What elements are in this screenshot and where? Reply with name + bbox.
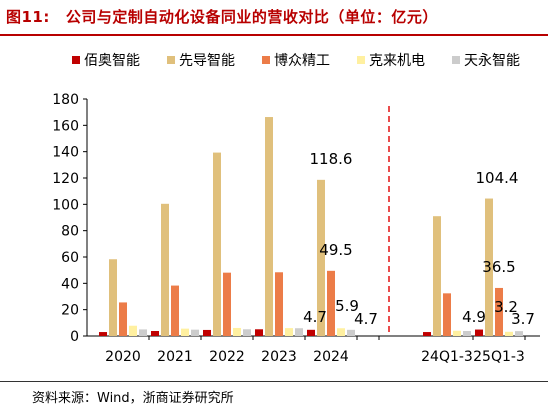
data-label-25q1-3-5: 3.7 — [511, 310, 535, 328]
data-label-25q1-3-4: 3.2 — [494, 298, 518, 316]
x-tick-label-2023: 2023 — [261, 349, 297, 365]
bar-2022-1 — [203, 329, 211, 336]
legend-label-3: 博众精工 — [274, 52, 330, 69]
figure-number: 图11: — [6, 7, 50, 26]
y-tick-label-100: 100 — [52, 197, 79, 213]
figure-title-row: 图11: 公司与定制自动化设备同业的营收对比（单位：亿元） — [0, 0, 548, 32]
bar-2022-5 — [243, 329, 251, 336]
bar-2022-2 — [213, 152, 221, 336]
bar-2021-2 — [161, 203, 169, 336]
bar-2022-4 — [233, 327, 241, 336]
bar-2024-1 — [307, 329, 315, 336]
bar-2020-1 — [99, 332, 107, 336]
legend-swatch-3 — [262, 56, 270, 64]
y-tick-label-0: 0 — [70, 329, 79, 345]
data-label-25q1-3-2: 104.4 — [476, 169, 519, 187]
y-tick-label-20: 20 — [61, 303, 79, 319]
bar-24q1-3-4 — [453, 330, 461, 336]
bar-chart: 佰奥智能 先导智能 博众精工 克来机电 天永智能 0 20 40 60 80 100 120 140 16… — [52, 52, 540, 365]
bar-2021-3 — [171, 285, 179, 336]
x-tick-label-2021: 2021 — [157, 349, 193, 365]
y-tick-label-80: 80 — [61, 224, 79, 240]
title-rule — [0, 34, 548, 36]
bar-2020-3 — [119, 302, 127, 336]
legend-swatch-2 — [167, 56, 175, 64]
y-tick-label-60: 60 — [61, 250, 79, 266]
data-label-25q1-3-1: 4.9 — [462, 308, 486, 326]
legend-label-2: 先导智能 — [179, 53, 235, 69]
x-tick-label-2022: 2022 — [209, 349, 245, 365]
data-label-2024-5: 4.7 — [354, 310, 378, 328]
bar-2021-1 — [151, 330, 159, 336]
data-label-25q1-3-3: 36.5 — [482, 258, 515, 276]
y-tick-label-140: 140 — [52, 145, 79, 161]
bar-2023-3 — [275, 272, 283, 336]
legend-swatch-1 — [72, 56, 80, 64]
x-tick-label-2020: 2020 — [105, 349, 141, 365]
data-label-2024-1: 4.7 — [303, 308, 327, 326]
legend-label-4: 克来机电 — [369, 53, 425, 69]
legend-label-5: 天永智能 — [464, 53, 520, 69]
bar-2023-1 — [255, 329, 263, 336]
bar-24q1-3-1 — [423, 332, 431, 336]
bar-2020-2 — [109, 259, 117, 336]
y-tick-label-120: 120 — [52, 171, 79, 187]
source-rule — [0, 381, 548, 382]
legend-swatch-4 — [357, 56, 365, 64]
bar-25q1-3-3 — [495, 287, 503, 336]
bar-25q1-3-4 — [505, 331, 513, 336]
bar-24q1-3-3 — [443, 293, 451, 336]
bar-24q1-3-5 — [463, 330, 471, 336]
y-tick-label-160: 160 — [52, 118, 79, 134]
data-label-2024-2: 118.6 — [310, 150, 353, 168]
bar-2024-3 — [327, 270, 335, 336]
bar-2023-5 — [295, 328, 303, 336]
bar-2023-2 — [265, 117, 273, 336]
bar-2024-2 — [317, 179, 325, 336]
bar-24q1-3-2 — [433, 216, 441, 336]
bar-2020-5 — [139, 329, 147, 336]
bar-2021-4 — [181, 328, 189, 336]
source-note: 资料来源：Wind，浙商证券研究所 — [32, 391, 234, 406]
data-label-2024-3: 49.5 — [319, 241, 352, 259]
legend-swatch-5 — [452, 56, 460, 64]
bar-2020-4 — [129, 325, 137, 336]
bar-2024-4 — [337, 328, 345, 336]
bar-2024-5 — [347, 329, 355, 336]
bar-25q1-3-5 — [515, 331, 523, 336]
x-tick-label-24q1-3: 24Q1-3 — [421, 349, 473, 365]
legend-label-1: 佰奥智能 — [84, 52, 140, 69]
bar-2023-4 — [285, 328, 293, 336]
x-tick-label-2024: 2024 — [313, 349, 349, 365]
x-tick-label-25q1-3: 25Q1-3 — [473, 349, 525, 365]
y-tick-label-180: 180 — [52, 92, 79, 108]
bar-25q1-3-2 — [485, 198, 493, 336]
bar-25q1-3-1 — [475, 329, 483, 336]
bar-2021-5 — [191, 329, 199, 336]
figure-title: 公司与定制自动化设备同业的营收对比（单位：亿元） — [65, 7, 438, 26]
y-tick-label-40: 40 — [61, 276, 79, 292]
bar-2022-3 — [223, 272, 231, 336]
data-label-2024-4: 5.9 — [335, 297, 359, 315]
